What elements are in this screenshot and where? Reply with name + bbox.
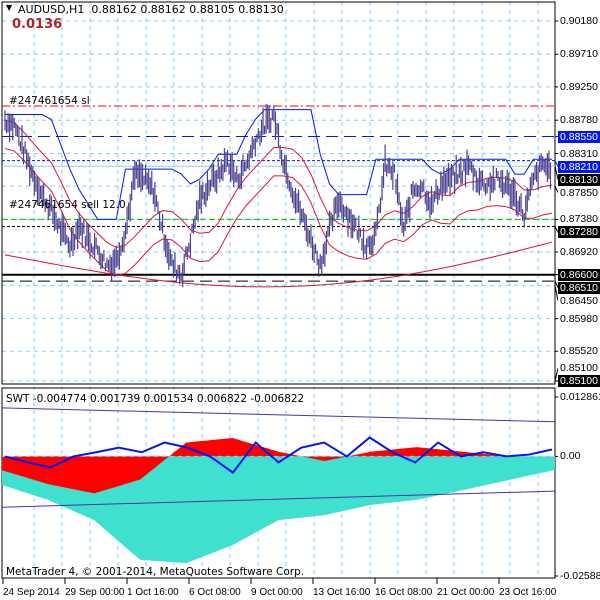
price-tick — [554, 285, 559, 301]
price-tag: 0.87280 — [558, 226, 600, 239]
sell-order-label[interactable]: #247461654 sell 12.0 — [9, 199, 126, 211]
swt-cyan-area — [2, 456, 555, 564]
price-tick — [554, 185, 559, 193]
price-tick-label: 0.85980 — [558, 312, 600, 325]
indicator-tick-label: 0.00 — [558, 450, 583, 463]
time-tick-label: 1 Oct 16:00 — [127, 587, 179, 598]
price-tag-pointer — [554, 160, 559, 167]
price-tag: 0.86510 — [558, 281, 600, 294]
price-tick-label: 0.88780 — [558, 114, 600, 127]
price-tick-label: 0.87850 — [558, 186, 600, 199]
time-tick-label: 6 Oct 08:00 — [189, 587, 241, 598]
price-tick-label: 0.87380 — [558, 213, 600, 226]
swt-lower-line — [1, 490, 556, 508]
chart-ohlc: 0.88162 0.88162 0.88105 0.88130 — [91, 3, 284, 16]
time-tick-label: 29 Sep 00:00 — [65, 587, 125, 598]
price-tick-label: 0.89250 — [558, 80, 600, 93]
price-tick-label: 0.88310 — [558, 147, 600, 160]
time-tick-label: 16 Oct 08:00 — [375, 587, 433, 598]
time-tick-label: 13 Oct 16:00 — [313, 587, 371, 598]
price-tick-label: 0.86920 — [558, 246, 600, 259]
sl-order-label[interactable]: #247461654 sl — [9, 95, 90, 107]
price-tag: 0.88550 — [558, 130, 600, 143]
price-tick-label: 0.90180 — [558, 15, 600, 27]
price-tag: 0.88210 — [558, 160, 600, 173]
swt-upper-line — [1, 407, 556, 423]
time-tick-label: 23 Oct 16:00 — [499, 587, 557, 598]
price-tag: 0.86600 — [558, 268, 600, 281]
value-readout: 0.0136 — [12, 17, 63, 32]
price-tag: 0.88130 — [558, 173, 600, 186]
time-tick-label: 24 Sep 2014 — [3, 587, 60, 598]
copyright: MetaTrader 4, © 2001-2014, MetaQuotes So… — [6, 566, 305, 578]
collapse-triangle-icon[interactable]: ▼ — [6, 3, 13, 12]
price-tick — [554, 367, 559, 382]
swt-red-area — [2, 437, 555, 494]
indicator-tick-label: -0.025883 — [558, 569, 600, 582]
price-tag-pointer — [554, 280, 559, 288]
price-tick-label: 0.85520 — [558, 345, 600, 358]
price-tag-pointer — [554, 226, 559, 233]
price-tag-pointer — [554, 166, 559, 180]
price-tag: 0.85100 — [558, 375, 600, 387]
time-tick-label: 21 Oct 00:00 — [437, 587, 495, 598]
slow-ma-line — [4, 241, 553, 288]
chart-symbol: AUDUSD,H1 — [18, 3, 85, 16]
time-tick-label: 9 Oct 00:00 — [251, 587, 303, 598]
swt-main-line — [4, 436, 553, 474]
chart-title: AUDUSD,H1 0.88162 0.88162 0.88105 0.8813… — [18, 3, 284, 16]
main-frame — [1, 1, 556, 385]
moving-average-line — [4, 119, 553, 248]
price-tick-label: 0.86450 — [558, 294, 600, 307]
indicator-label: SWT -0.004774 0.001739 0.001534 0.006822… — [6, 393, 305, 405]
indicator-tick-label: 0.012861 — [558, 391, 600, 403]
price-tick-label: 0.85100 — [558, 362, 600, 374]
price-tick-label: 0.89710 — [558, 48, 600, 61]
lower-ma-line — [4, 148, 553, 277]
